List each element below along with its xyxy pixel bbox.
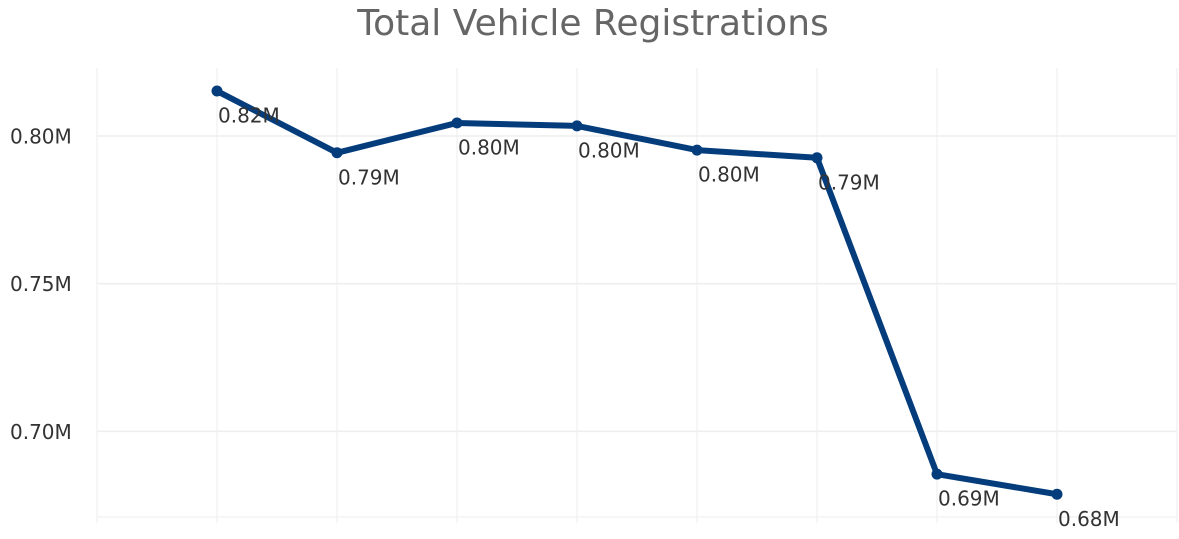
point — [211, 85, 223, 97]
data-label: 0.79M — [818, 170, 880, 194]
data-label: 0.80M — [578, 138, 640, 162]
data-label: 0.68M — [1058, 507, 1120, 531]
data-label: 0.82M — [218, 104, 280, 128]
point — [571, 120, 583, 132]
data-label: 0.79M — [338, 165, 400, 189]
point — [1051, 488, 1063, 500]
point — [691, 144, 703, 156]
y-tick-label: 0.80M — [10, 124, 72, 148]
point — [451, 117, 463, 129]
chart-title: Total Vehicle Registrations — [356, 3, 829, 44]
line — [215, 88, 1058, 498]
data-label: 0.80M — [458, 135, 520, 159]
point — [811, 152, 823, 164]
point — [931, 468, 943, 480]
data-label: 0.69M — [938, 487, 1000, 511]
data-label: 0.80M — [698, 163, 760, 187]
y-tick-label: 0.75M — [10, 272, 72, 296]
y-tick-label: 0.70M — [10, 420, 72, 444]
point — [331, 147, 343, 159]
